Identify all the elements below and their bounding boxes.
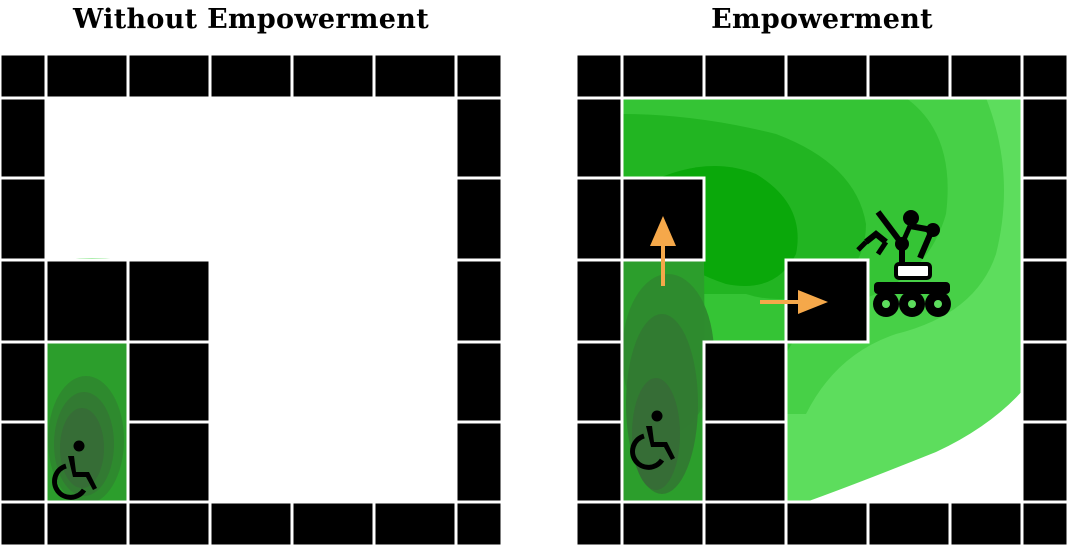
wall-tile <box>0 420 48 504</box>
wall-tile <box>576 500 624 546</box>
wall-tile <box>454 500 502 546</box>
panel-title-empowerment: Empowerment <box>711 4 933 35</box>
wall-tile <box>1020 54 1068 100</box>
wall-tile <box>44 500 130 546</box>
wall-tile <box>372 54 458 100</box>
mobile-robot-arm-icon <box>856 210 951 317</box>
orange-arrow-icon <box>760 290 828 314</box>
wall-tile <box>576 258 624 344</box>
wall-tile <box>454 54 502 100</box>
wall-tile <box>208 54 294 100</box>
wall-tile <box>44 54 130 100</box>
wall-tile <box>620 500 706 546</box>
wall-tile <box>576 176 624 262</box>
wall-tile <box>784 54 870 100</box>
wall-tile <box>1020 420 1068 504</box>
wall-tile <box>576 54 624 100</box>
empowerment-field <box>46 258 128 504</box>
wall-tile <box>0 500 48 546</box>
wall-tile <box>126 500 212 546</box>
wall-tile <box>1020 500 1068 546</box>
panel-title-without-empowerment: Without Empowerment <box>73 4 429 35</box>
wall-tile <box>126 54 212 100</box>
wall-tile <box>454 420 502 504</box>
wall-tile <box>208 500 294 546</box>
wall-tile <box>290 54 376 100</box>
wall-tiles <box>0 54 502 546</box>
wall-tile <box>454 258 502 344</box>
wall-tiles <box>576 54 1068 546</box>
wall-tile <box>702 500 788 546</box>
wall-tile <box>576 340 624 426</box>
wall-tile <box>1020 176 1068 262</box>
wall-tile <box>576 420 624 504</box>
wall-tile <box>1020 340 1068 426</box>
wall-tile <box>702 340 788 426</box>
wall-tile <box>1020 96 1068 182</box>
wall-tile <box>0 176 48 262</box>
wall-tile <box>576 96 624 182</box>
wall-tile <box>702 54 788 100</box>
gridworld-with-empowerment <box>576 54 1068 546</box>
wall-tile <box>866 54 952 100</box>
wall-tile <box>948 54 1034 100</box>
wall-tile <box>0 340 48 426</box>
wall-tile <box>454 96 502 182</box>
wall-tile <box>126 340 212 426</box>
wall-tile <box>454 176 502 262</box>
wall-tile <box>0 258 48 344</box>
wall-tile <box>866 500 952 546</box>
wall-tile <box>784 500 870 546</box>
wall-tile <box>126 258 212 344</box>
wall-tile <box>290 500 376 546</box>
wall-tile <box>0 54 48 100</box>
wall-tile <box>1020 258 1068 344</box>
wall-tile <box>620 54 706 100</box>
wall-tile <box>454 340 502 426</box>
orange-arrow-icon <box>650 216 676 286</box>
wall-tile <box>702 420 788 504</box>
wall-tile <box>372 500 458 546</box>
wall-tile <box>126 420 212 504</box>
wall-tile <box>0 96 48 182</box>
gridworld-without-empowerment <box>0 54 502 546</box>
wall-tile <box>44 258 130 344</box>
wall-tile <box>948 500 1034 546</box>
